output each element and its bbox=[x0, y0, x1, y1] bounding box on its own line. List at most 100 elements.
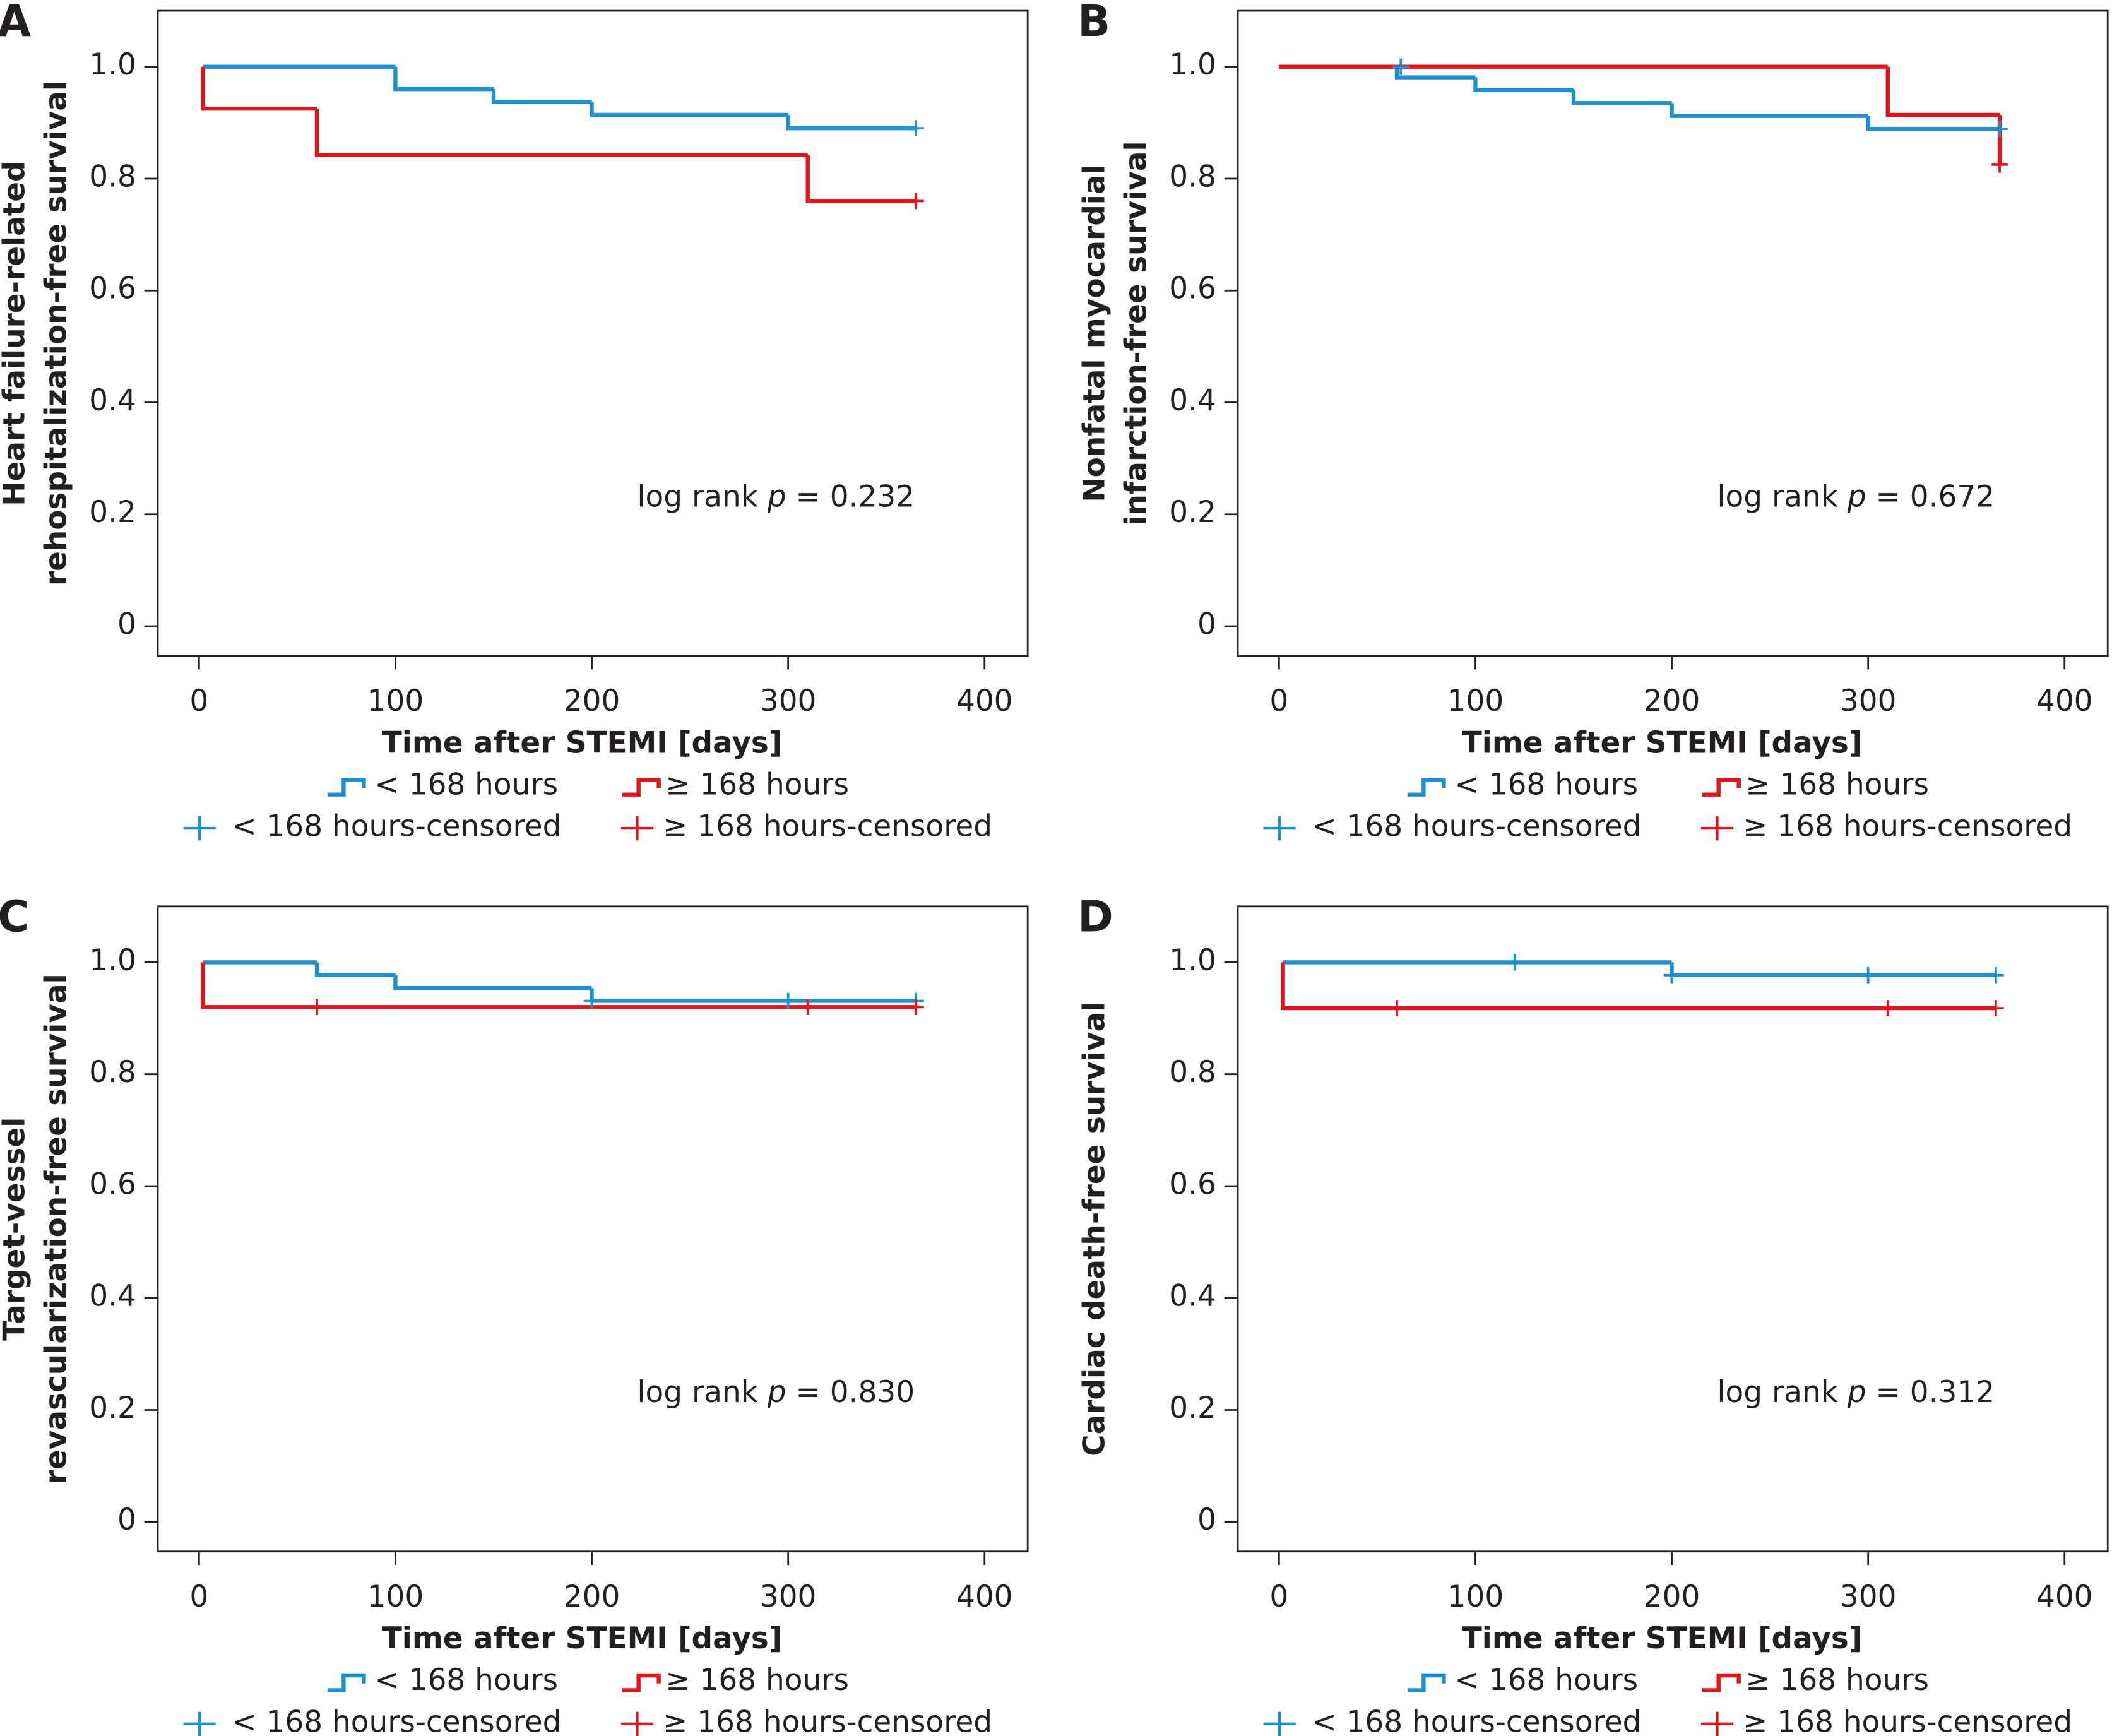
plot-frame bbox=[157, 9, 1029, 657]
survival-step bbox=[786, 114, 916, 131]
legend-label: < 168 hours bbox=[1454, 1663, 1638, 1697]
y-tick-label: 0.6 bbox=[89, 1167, 136, 1201]
annotation-part: log rank bbox=[638, 479, 768, 514]
annotation-part: log rank bbox=[638, 1375, 768, 1410]
censor-mark bbox=[1663, 967, 1680, 984]
legend-label: ≥ 168 hours bbox=[665, 1663, 849, 1697]
legend-label: < 168 hours bbox=[374, 1663, 558, 1697]
legend-label: < 168 hours-censored bbox=[1312, 1704, 1641, 1736]
y-tick-label: 0 bbox=[1197, 1502, 1216, 1537]
censor-mark bbox=[1860, 967, 1877, 984]
y-tick-label: 0.2 bbox=[89, 495, 136, 530]
y-tick-label: 0.6 bbox=[89, 271, 136, 306]
legend-swatch bbox=[183, 1711, 216, 1736]
y-tick-label: 0.4 bbox=[1169, 383, 1216, 418]
censor-mark bbox=[799, 999, 816, 1016]
y-tick-label: 0.2 bbox=[1169, 1391, 1216, 1425]
annotation-part: p bbox=[767, 479, 786, 514]
x-tick-label: 200 bbox=[1644, 1579, 1700, 1614]
y-tick-label: 0.8 bbox=[89, 1055, 136, 1090]
x-tick-label: 300 bbox=[1840, 1579, 1897, 1614]
y-tick-label: 0.6 bbox=[1169, 1167, 1216, 1201]
y-axis-title: infarction-free survival bbox=[1119, 141, 1154, 525]
panel-label: D bbox=[1077, 893, 1113, 942]
legend-swatch bbox=[327, 778, 366, 797]
survival-step bbox=[1473, 77, 1574, 93]
legend-swatch bbox=[1407, 1673, 1446, 1692]
y-tick-label: 1.0 bbox=[1169, 943, 1216, 978]
legend-label: ≥ 168 hours-censored bbox=[663, 809, 992, 844]
censor-mark bbox=[1392, 58, 1409, 75]
censor-mark bbox=[1991, 121, 2008, 137]
y-tick-label: 1.0 bbox=[89, 47, 136, 82]
annotation: log rank p = 0.232 bbox=[638, 479, 915, 514]
x-tick-label: 300 bbox=[1840, 684, 1897, 718]
panel-label: C bbox=[0, 893, 29, 942]
x-tick-label: 400 bbox=[956, 1579, 1013, 1614]
annotation-part: = 0.672 bbox=[1866, 479, 1995, 514]
y-tick-label: 0.8 bbox=[89, 159, 136, 194]
legend-swatch bbox=[1263, 1711, 1296, 1736]
legend-label: ≥ 168 hours bbox=[1745, 767, 1929, 802]
x-tick-label: 100 bbox=[1447, 1579, 1504, 1614]
censor-mark bbox=[1879, 1000, 1896, 1016]
annotation: log rank p = 0.672 bbox=[1717, 479, 1995, 514]
survival-step bbox=[1394, 66, 1476, 80]
censor-mark bbox=[908, 193, 924, 210]
legend-swatch bbox=[1700, 1711, 1734, 1736]
annotation-part: = 0.232 bbox=[786, 479, 915, 514]
y-tick-label: 0.6 bbox=[1169, 271, 1216, 306]
survival-step bbox=[201, 962, 916, 1009]
y-tick-label: 0 bbox=[117, 1502, 136, 1537]
survival-step bbox=[1885, 66, 2000, 117]
survival-step bbox=[491, 89, 592, 104]
panel-label: A bbox=[0, 0, 31, 47]
legend-label: < 168 hours bbox=[1454, 767, 1638, 802]
legend-swatch bbox=[1700, 816, 1734, 841]
survival-step bbox=[201, 66, 317, 111]
annotation-part: p bbox=[767, 1375, 786, 1410]
chart-panel: D 0 0.2 0.4 0.6 0.8 1.0 0 100 200 300 400 Time after… bbox=[1077, 893, 2109, 1736]
plot-frame bbox=[157, 905, 1029, 1553]
survival-step bbox=[590, 102, 788, 117]
plot-frame bbox=[1237, 9, 2109, 657]
annotation-part: p bbox=[1847, 479, 1866, 514]
chart-panel: C 0 0.2 0.4 0.6 0.8 1.0 0 100 200 300 400 Time after… bbox=[0, 893, 1029, 1736]
annotation-part: = 0.312 bbox=[1866, 1375, 1995, 1410]
censor-mark bbox=[309, 999, 325, 1016]
legend-swatch bbox=[1702, 1673, 1741, 1692]
y-axis-title: Cardiac death-free survival bbox=[1077, 1002, 1112, 1456]
legend-label: < 168 hours-censored bbox=[232, 1704, 561, 1736]
censor-mark bbox=[780, 992, 797, 1009]
x-tick-label: 100 bbox=[1447, 684, 1504, 718]
legend-label: ≥ 168 hours-censored bbox=[663, 1704, 992, 1736]
survival-step bbox=[1281, 962, 1996, 1011]
censor-mark bbox=[1988, 1000, 2004, 1016]
legend-swatch bbox=[622, 778, 661, 797]
annotation-part: log rank bbox=[1717, 1375, 1848, 1410]
y-tick-label: 0.2 bbox=[89, 1391, 136, 1425]
legend-label: < 168 hours-censored bbox=[1312, 809, 1641, 844]
survival-step bbox=[590, 988, 916, 1003]
y-tick-label: 0 bbox=[117, 607, 136, 642]
legend-swatch bbox=[1702, 778, 1741, 797]
x-tick-label: 100 bbox=[367, 684, 424, 718]
censor-mark bbox=[1991, 157, 2008, 173]
legend-label: ≥ 168 hours-censored bbox=[1743, 1704, 2072, 1736]
x-tick-label: 0 bbox=[1269, 1579, 1288, 1614]
x-tick-label: 0 bbox=[1269, 684, 1288, 718]
y-tick-label: 0.2 bbox=[1169, 495, 1216, 530]
y-axis-title: Target-vessel bbox=[0, 1117, 32, 1341]
x-axis-title: Time after STEMI [days] bbox=[1462, 725, 1863, 760]
y-axis-title: revascularization-free survival bbox=[39, 973, 74, 1484]
x-tick-label: 400 bbox=[2036, 684, 2093, 718]
legend-label: ≥ 168 hours bbox=[1745, 1663, 1929, 1697]
censor-mark bbox=[1506, 954, 1523, 971]
censor-mark bbox=[583, 992, 600, 1009]
annotation-part: = 0.830 bbox=[786, 1375, 915, 1410]
legend-swatch bbox=[183, 816, 216, 841]
survival-step bbox=[1670, 962, 1996, 978]
x-axis-title: Time after STEMI [days] bbox=[1462, 1621, 1863, 1656]
y-tick-label: 1.0 bbox=[89, 943, 136, 978]
